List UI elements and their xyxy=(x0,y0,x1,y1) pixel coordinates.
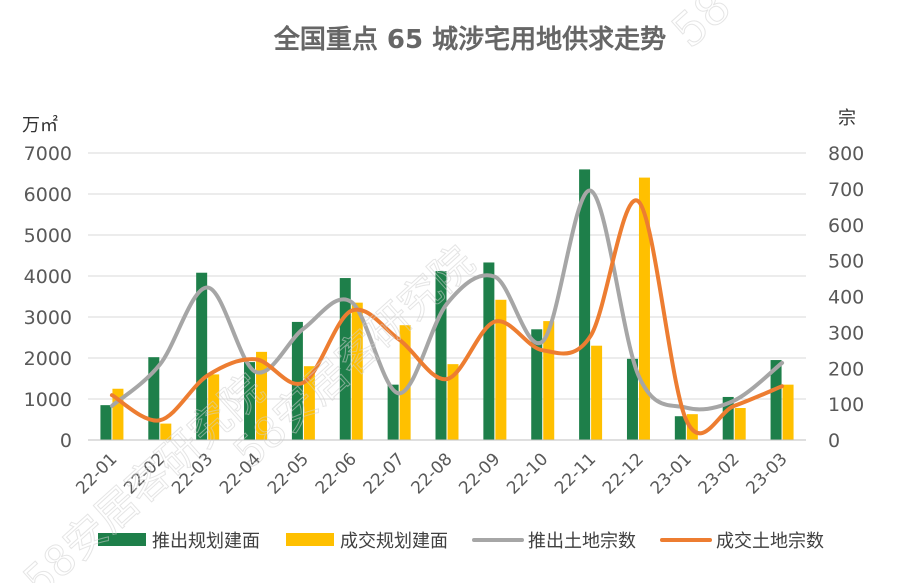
y-right-tick-label: 200 xyxy=(828,358,864,380)
y-right-tick-label: 700 xyxy=(828,179,864,201)
lines xyxy=(109,188,785,436)
y-left-tick-label: 2000 xyxy=(24,348,72,370)
bar xyxy=(734,408,746,440)
bar xyxy=(208,374,220,440)
legend-swatch xyxy=(286,533,334,546)
x-tick-label: 22-07 xyxy=(360,449,409,498)
series-line xyxy=(109,198,785,436)
bar xyxy=(387,384,399,440)
chart-title: 全国重点 65 城涉宅用地供求走势 xyxy=(273,24,666,55)
y-left-tick-label: 3000 xyxy=(24,307,72,329)
x-tick-label: 22-09 xyxy=(455,449,504,498)
y-right-tick-label: 500 xyxy=(828,251,864,273)
y-right-tick-label: 400 xyxy=(828,287,864,309)
bar xyxy=(112,388,124,440)
y-right-tick-label: 0 xyxy=(828,430,840,452)
x-tick-label: 23-03 xyxy=(743,449,792,498)
right-axis-unit: 宗 xyxy=(838,108,856,129)
bar xyxy=(303,366,315,440)
x-tick-label: 22-08 xyxy=(407,449,456,498)
y-right-tick-label: 100 xyxy=(828,394,864,416)
bar xyxy=(435,271,447,440)
bar xyxy=(483,262,495,440)
bar xyxy=(447,364,459,440)
x-tick-label: 23-01 xyxy=(647,449,696,498)
legend-label: 成交土地宗数 xyxy=(716,531,824,552)
bar xyxy=(626,358,638,440)
bar xyxy=(579,169,591,440)
y-left-tick-label: 1000 xyxy=(24,389,72,411)
y-left-tick-label: 0 xyxy=(60,430,72,452)
bar xyxy=(722,396,734,440)
bar xyxy=(399,325,411,440)
y-left-tick-label: 5000 xyxy=(24,225,72,247)
bar xyxy=(638,177,650,440)
bar xyxy=(339,278,351,440)
bar xyxy=(160,423,172,440)
bar xyxy=(291,321,303,440)
y-left-tick-label: 4000 xyxy=(24,266,72,288)
y-right-tick-label: 600 xyxy=(828,215,864,237)
y-left-tick-label: 7000 xyxy=(24,143,72,165)
bar xyxy=(244,362,256,440)
bar xyxy=(256,351,268,440)
x-tick-label: 22-10 xyxy=(503,449,552,498)
bar xyxy=(148,357,160,440)
x-tick-label: 22-06 xyxy=(312,449,361,498)
bar xyxy=(591,345,603,440)
bar xyxy=(495,299,507,440)
bar xyxy=(543,321,555,440)
series-line xyxy=(109,188,785,412)
legend-label: 推出土地宗数 xyxy=(528,531,636,552)
left-axis-unit: 万㎡ xyxy=(22,114,58,136)
legend-label: 成交规划建面 xyxy=(340,531,448,552)
gridlines xyxy=(88,152,806,441)
x-tick-label: 22-12 xyxy=(599,449,648,498)
bars xyxy=(100,169,794,440)
x-tick-label: 23-02 xyxy=(695,449,744,498)
y-left-tick-label: 6000 xyxy=(24,184,72,206)
bar xyxy=(770,360,782,440)
y-right-tick-label: 300 xyxy=(828,322,864,344)
bar xyxy=(196,272,208,440)
bar xyxy=(351,302,363,440)
watermark-text: 58 xyxy=(661,0,741,58)
legend: 推出规划建面 成交规划建面 推出土地宗数 成交土地宗数 xyxy=(98,531,824,552)
x-tick-label: 22-11 xyxy=(551,449,600,498)
y-right-tick-label: 800 xyxy=(828,143,864,165)
legend-label: 推出规划建面 xyxy=(152,531,260,552)
legend-swatch xyxy=(98,533,146,546)
bar xyxy=(531,329,543,440)
bar xyxy=(782,384,794,440)
bar xyxy=(100,405,112,440)
bar xyxy=(674,416,686,440)
